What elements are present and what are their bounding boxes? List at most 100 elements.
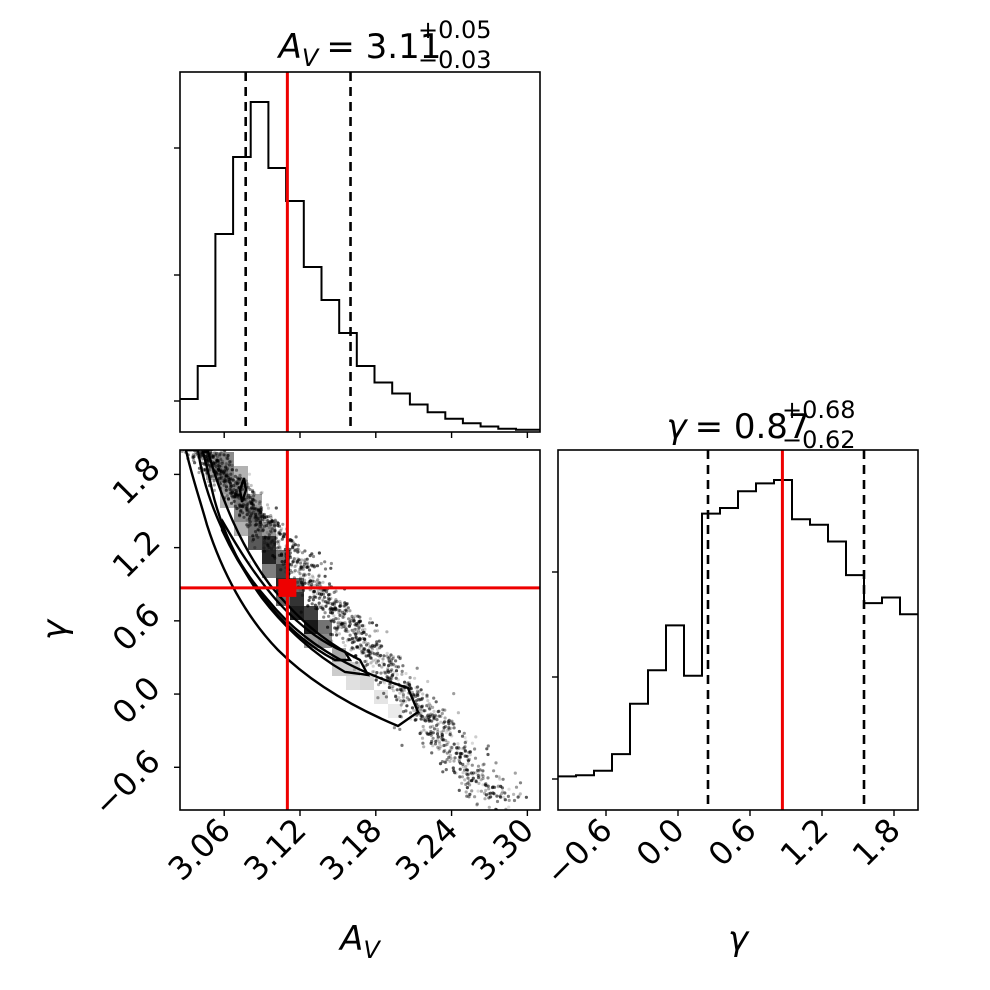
scatter-point bbox=[387, 655, 391, 660]
scatter-point bbox=[238, 514, 242, 518]
scatter-point bbox=[296, 556, 300, 561]
scatter-point bbox=[321, 598, 325, 602]
scatter-point bbox=[368, 646, 372, 650]
scatter-point bbox=[274, 506, 278, 510]
scatter-point bbox=[217, 474, 221, 478]
scatter-point bbox=[333, 606, 337, 610]
scatter-point bbox=[404, 699, 408, 703]
scatter-point bbox=[224, 485, 229, 489]
scatter-point bbox=[462, 746, 466, 750]
scatter-point bbox=[183, 440, 186, 443]
scatter-point bbox=[300, 558, 304, 562]
scatter-point bbox=[230, 494, 234, 498]
scatter-point bbox=[246, 482, 250, 486]
scatter-point bbox=[208, 446, 211, 449]
scatter-point bbox=[480, 773, 484, 777]
scatter-point bbox=[196, 441, 199, 444]
scatter-point bbox=[440, 760, 444, 764]
scatter-point bbox=[516, 795, 520, 799]
scatter-point bbox=[302, 574, 306, 578]
scatter-point bbox=[452, 722, 456, 726]
scatter-point bbox=[219, 458, 223, 462]
scatter-point bbox=[484, 788, 488, 793]
scatter-point bbox=[399, 688, 404, 693]
scatter-point bbox=[436, 730, 440, 734]
scatter-point bbox=[375, 640, 379, 644]
scatter-point bbox=[317, 574, 321, 578]
scatter-point bbox=[425, 693, 429, 697]
scatter-point bbox=[457, 746, 461, 750]
scatter-point bbox=[353, 627, 357, 631]
scatter-point bbox=[327, 614, 331, 618]
scatter-point bbox=[476, 773, 480, 777]
scatter-point bbox=[190, 445, 193, 448]
scatter-point bbox=[226, 497, 231, 501]
scatter-point bbox=[394, 659, 398, 663]
x-tick-label: 3.24 bbox=[388, 811, 465, 888]
scatter-point bbox=[404, 709, 408, 713]
scatter-point bbox=[431, 705, 435, 710]
scatter-point bbox=[487, 805, 491, 809]
scatter-point bbox=[338, 622, 343, 626]
marginal-gamma-frame bbox=[557, 449, 919, 811]
scatter-point bbox=[228, 460, 233, 464]
scatter-point bbox=[215, 459, 219, 463]
marginal-gamma-xlabel: γ bbox=[728, 919, 750, 959]
scatter-point bbox=[386, 656, 390, 660]
scatter-point bbox=[292, 570, 296, 574]
scatter-point bbox=[292, 557, 296, 561]
scatter-point bbox=[358, 619, 363, 623]
scatter-point bbox=[407, 698, 411, 702]
scatter-point bbox=[514, 785, 519, 789]
scatter-point bbox=[415, 666, 419, 670]
scatter-point bbox=[459, 752, 463, 756]
y-tick-label: 0.0 bbox=[105, 669, 168, 732]
scatter-point bbox=[483, 797, 487, 801]
scatter-point bbox=[382, 681, 386, 685]
scatter-point bbox=[355, 645, 359, 649]
y-tick-label: 0.6 bbox=[105, 596, 168, 659]
scatter-point bbox=[195, 444, 198, 447]
scatter-point bbox=[337, 611, 341, 615]
scatter-point bbox=[471, 776, 475, 780]
scatter-point bbox=[294, 559, 298, 563]
scatter-point bbox=[421, 724, 425, 729]
joint-panel: 3.063.123.183.243.30 −0.6 0.0 0.6 1.2 1.8 AV… bbox=[35, 440, 541, 964]
scatter-point bbox=[392, 726, 396, 730]
scatter-point bbox=[391, 673, 395, 677]
scatter-point bbox=[315, 564, 320, 568]
scatter-point bbox=[260, 490, 264, 494]
scatter-point bbox=[368, 644, 372, 648]
scatter-point bbox=[463, 749, 467, 753]
scatter-point bbox=[419, 717, 423, 721]
scatter-point bbox=[414, 686, 418, 690]
scatter-point bbox=[315, 592, 320, 596]
scatter-point bbox=[486, 744, 490, 748]
x-tick-label: 3.06 bbox=[161, 811, 238, 888]
joint-density-cells bbox=[206, 452, 402, 718]
scatter-point bbox=[318, 581, 322, 585]
scatter-point bbox=[380, 665, 384, 669]
scatter-point bbox=[272, 520, 276, 524]
x-tick-label: 3.12 bbox=[236, 811, 313, 888]
scatter-point bbox=[445, 728, 450, 732]
scatter-point bbox=[428, 725, 432, 729]
scatter-point bbox=[386, 670, 391, 674]
scatter-point bbox=[259, 491, 263, 495]
scatter-point bbox=[323, 560, 327, 564]
scatter-point bbox=[275, 533, 279, 537]
scatter-point bbox=[371, 643, 375, 648]
scatter-point bbox=[448, 753, 452, 758]
scatter-point bbox=[222, 480, 226, 484]
scatter-point bbox=[394, 669, 399, 673]
scatter-point bbox=[387, 664, 391, 668]
scatter-point bbox=[444, 743, 448, 747]
scatter-point bbox=[224, 488, 228, 492]
scatter-point bbox=[449, 756, 453, 761]
scatter-point bbox=[465, 773, 469, 777]
scatter-point bbox=[436, 745, 440, 749]
scatter-point bbox=[355, 638, 359, 642]
scatter-point bbox=[345, 609, 349, 613]
scatter-point bbox=[217, 464, 221, 468]
scatter-point bbox=[281, 522, 285, 526]
